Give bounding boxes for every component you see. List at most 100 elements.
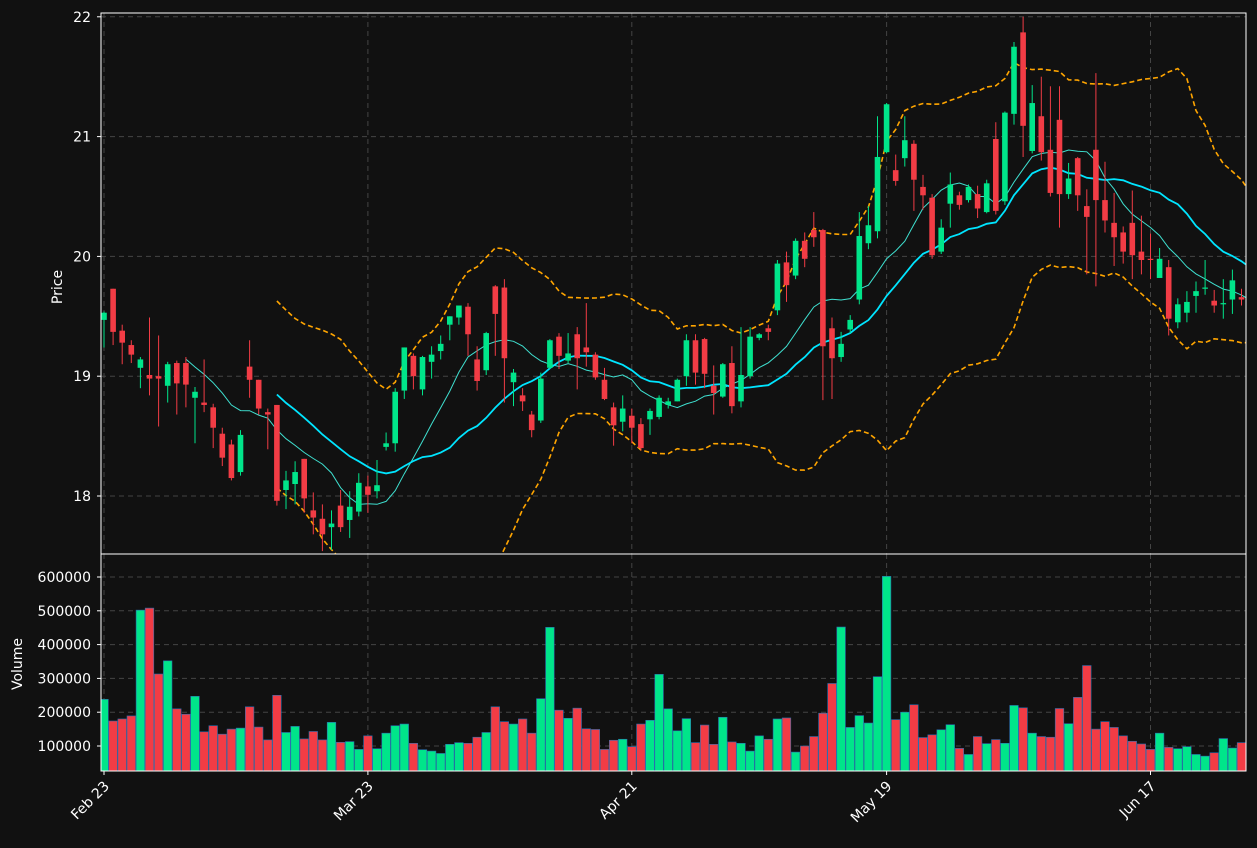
volume-bar	[226, 728, 237, 771]
volume-y-tick-label: 400000	[38, 638, 91, 654]
volume-bar	[563, 717, 573, 771]
overlay-lines	[185, 61, 1246, 554]
price-y-tick-label: 20	[73, 249, 91, 265]
candle-up	[164, 364, 171, 386]
volume-bar	[845, 727, 855, 771]
volume-bar	[117, 718, 127, 771]
candle-down	[246, 366, 253, 380]
volume-bar	[217, 733, 227, 771]
candle-down	[574, 334, 580, 359]
candle-down	[1084, 206, 1090, 217]
candle-down	[1038, 116, 1045, 153]
candle-down	[801, 240, 808, 259]
volume-bar	[1109, 727, 1119, 771]
candle-down	[274, 404, 280, 501]
volume-bar	[663, 708, 673, 771]
volume-bar	[1000, 742, 1010, 771]
volume-bar	[1155, 732, 1165, 771]
volume-bar	[800, 745, 810, 771]
candles	[101, 16, 1245, 552]
volume-bar	[1182, 746, 1192, 771]
candle-up	[1065, 178, 1072, 195]
candle-up	[774, 263, 781, 311]
candle-up	[1229, 280, 1236, 300]
candle-down	[119, 330, 125, 343]
candle-up	[865, 225, 872, 244]
volume-bar	[199, 731, 209, 771]
volume-bar	[872, 676, 883, 771]
volume-bar	[909, 704, 919, 771]
volume-bar	[900, 711, 910, 771]
volume-bar	[1236, 742, 1246, 771]
volume-bar	[172, 708, 182, 771]
volume-bar	[317, 739, 328, 771]
candle-up	[101, 312, 107, 320]
volume-bar	[363, 735, 373, 771]
candle-down	[829, 328, 835, 359]
volume-bar	[417, 749, 428, 771]
volume-bars	[101, 576, 1246, 771]
candle-up	[656, 397, 662, 417]
candle-down	[337, 505, 344, 528]
candle-down	[365, 486, 371, 495]
candle-down	[1211, 300, 1217, 306]
volume-bar	[190, 696, 200, 771]
candle-down	[310, 510, 317, 518]
candle-down	[929, 197, 935, 256]
volume-bar	[135, 609, 146, 771]
candle-up	[902, 140, 908, 159]
volume-bar	[618, 738, 628, 771]
price-y-ticks: 18 19 20 21 22	[73, 10, 101, 505]
volume-bar	[163, 660, 173, 771]
volume-bar	[399, 723, 409, 771]
candle-up	[1220, 303, 1227, 305]
candle-down	[465, 306, 471, 335]
volume-bar	[517, 718, 528, 771]
volume-bar	[1018, 707, 1028, 771]
candle-down	[729, 363, 735, 407]
candle-down	[210, 407, 216, 428]
candle-up	[437, 343, 444, 352]
volume-bar	[881, 576, 892, 771]
candle-up	[683, 340, 690, 377]
volume-bar	[1027, 732, 1037, 771]
candle-up	[883, 104, 890, 153]
candle-down	[1165, 267, 1172, 319]
candle-down	[783, 262, 790, 286]
volume-bar	[781, 717, 792, 771]
candle-up	[647, 410, 653, 420]
volume-bar	[754, 735, 764, 771]
candle-down	[710, 385, 717, 393]
volume-bar	[463, 742, 473, 771]
candle-down	[155, 376, 162, 379]
candle-down	[892, 170, 899, 181]
volume-bar	[954, 748, 964, 771]
volume-bar	[809, 736, 819, 771]
candle-down	[501, 287, 508, 359]
volume-bar	[308, 731, 318, 771]
candle-down	[146, 375, 153, 379]
candle-up	[1175, 304, 1181, 323]
candle-up	[947, 184, 954, 204]
candle-up	[392, 391, 398, 444]
volume-bar	[1227, 747, 1237, 771]
volume-bar	[472, 736, 482, 771]
volume-y-tick-label: 100000	[38, 739, 91, 755]
volume-bar	[272, 694, 282, 771]
volume-bar	[245, 706, 255, 771]
volume-bar	[490, 706, 500, 771]
volume-bar	[1091, 728, 1101, 771]
candle-up	[756, 334, 762, 338]
candle-down	[492, 286, 499, 314]
candle-up	[856, 236, 863, 300]
candle-down	[1138, 251, 1145, 260]
volume-bar	[126, 715, 136, 771]
candle-up	[1029, 103, 1035, 151]
candle-down	[410, 355, 417, 377]
volume-bar	[763, 738, 773, 771]
candle-up	[874, 156, 881, 232]
price-y-axis-label: Price	[50, 270, 66, 304]
volume-bar	[1173, 748, 1183, 771]
